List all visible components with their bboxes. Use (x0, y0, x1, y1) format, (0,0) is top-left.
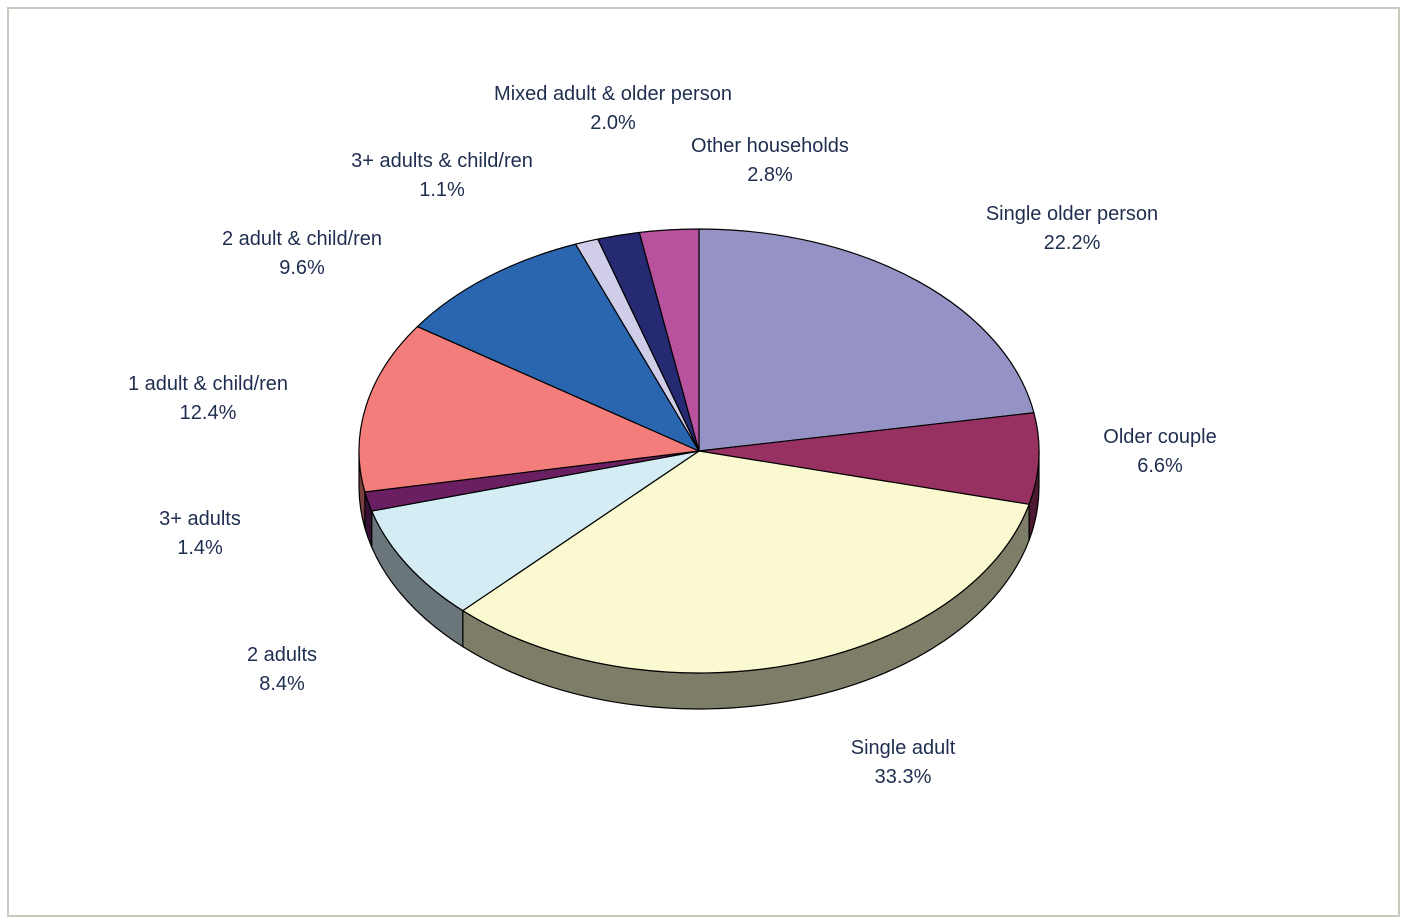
slice-label-other-households: Other households (691, 135, 849, 157)
slice-value-2-adults: 8.4% (259, 673, 305, 695)
slice-value-3-adults-and-child-ren: 1.1% (419, 179, 465, 201)
slice-label-single-adult: Single adult (851, 737, 956, 759)
slice-value-3-adults: 1.4% (177, 537, 223, 559)
slice-value-mixed-adult-and-older-person: 2.0% (590, 112, 636, 134)
slice-value-single-older-person: 22.2% (1044, 232, 1101, 254)
slice-label-2-adult-and-child-ren: 2 adult & child/ren (222, 228, 382, 250)
slice-value-older-couple: 6.6% (1137, 455, 1183, 477)
slice-label-3-adults-and-child-ren: 3+ adults & child/ren (351, 150, 533, 172)
slice-label-3-adults: 3+ adults (159, 508, 241, 530)
slice-value-1-adult-and-child-ren: 12.4% (180, 402, 237, 424)
slice-label-1-adult-and-child-ren: 1 adult & child/ren (128, 373, 288, 395)
slice-label-single-older-person: Single older person (986, 203, 1158, 225)
slice-label-2-adults: 2 adults (247, 644, 317, 666)
slice-label-older-couple: Older couple (1103, 426, 1216, 448)
pie-slice-single-older-person (699, 229, 1034, 451)
pie-top (359, 229, 1039, 673)
slice-label-mixed-adult-and-older-person: Mixed adult & older person (494, 83, 732, 105)
slice-value-2-adult-and-child-ren: 9.6% (279, 257, 325, 279)
slice-value-single-adult: 33.3% (875, 766, 932, 788)
slice-value-other-households: 2.8% (747, 164, 793, 186)
